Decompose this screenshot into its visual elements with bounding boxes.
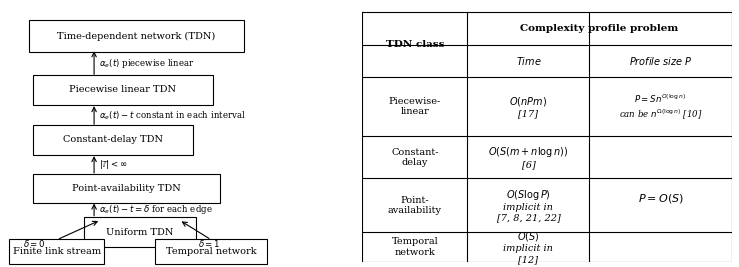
- Text: Time-dependent network (TDN): Time-dependent network (TDN): [58, 32, 216, 41]
- FancyBboxPatch shape: [155, 239, 268, 264]
- Text: TDN class: TDN class: [386, 40, 444, 49]
- Text: $\alpha_e(t)$ piecewise linear: $\alpha_e(t)$ piecewise linear: [99, 57, 195, 69]
- Text: $O(nPm)$
[17]: $O(nPm)$ [17]: [509, 95, 548, 118]
- FancyBboxPatch shape: [33, 75, 213, 105]
- Text: Complexity profile problem: Complexity profile problem: [520, 24, 678, 33]
- Text: $O(S\log P)$
implicit in
[7, 8, 21, 22]: $O(S\log P)$ implicit in [7, 8, 21, 22]: [497, 188, 560, 223]
- Text: $\alpha_e(t)-t$ constant in each interval: $\alpha_e(t)-t$ constant in each interva…: [99, 109, 246, 122]
- Text: $\mathit{Time}$: $\mathit{Time}$: [516, 55, 541, 67]
- Text: Point-availability TDN: Point-availability TDN: [72, 184, 181, 193]
- Text: Uniform TDN: Uniform TDN: [106, 228, 174, 237]
- FancyBboxPatch shape: [33, 174, 220, 203]
- Text: $|\mathbb{T}| < \infty$: $|\mathbb{T}| < \infty$: [99, 158, 128, 171]
- FancyBboxPatch shape: [9, 239, 104, 264]
- Text: Constant-
delay: Constant- delay: [391, 147, 438, 167]
- FancyBboxPatch shape: [84, 217, 196, 247]
- Text: Piecewise-
linear: Piecewise- linear: [389, 97, 441, 116]
- Text: $\delta=0$: $\delta=0$: [23, 238, 46, 249]
- Text: Temporal network: Temporal network: [166, 247, 256, 256]
- Text: Point-
availability: Point- availability: [388, 195, 442, 215]
- Text: $P = Sn^{O(\log n)}$
can be $n^{\Omega(\log n)}$ [10]: $P = Sn^{O(\log n)}$ can be $n^{\Omega(\…: [619, 92, 702, 121]
- Text: Temporal
network: Temporal network: [392, 237, 438, 257]
- Text: $\mathit{Profile\ size}\ P$: $\mathit{Profile\ size}\ P$: [629, 55, 692, 67]
- Text: $O(S)$
implicit in
[12]: $O(S)$ implicit in [12]: [503, 230, 554, 264]
- Text: Finite link stream: Finite link stream: [13, 247, 101, 256]
- Text: $O(S(m + n\log n))$
[6]: $O(S(m + n\log n))$ [6]: [488, 145, 568, 169]
- FancyBboxPatch shape: [30, 20, 244, 52]
- Text: Piecewise linear TDN: Piecewise linear TDN: [69, 85, 177, 95]
- Text: $\delta=1$: $\delta=1$: [198, 238, 220, 249]
- FancyBboxPatch shape: [33, 125, 193, 155]
- Text: $\alpha_e(t)-t = \delta$ for each edge: $\alpha_e(t)-t = \delta$ for each edge: [99, 203, 213, 216]
- Text: $P = O(S)$: $P = O(S)$: [638, 192, 684, 205]
- Text: Constant-delay TDN: Constant-delay TDN: [63, 135, 163, 144]
